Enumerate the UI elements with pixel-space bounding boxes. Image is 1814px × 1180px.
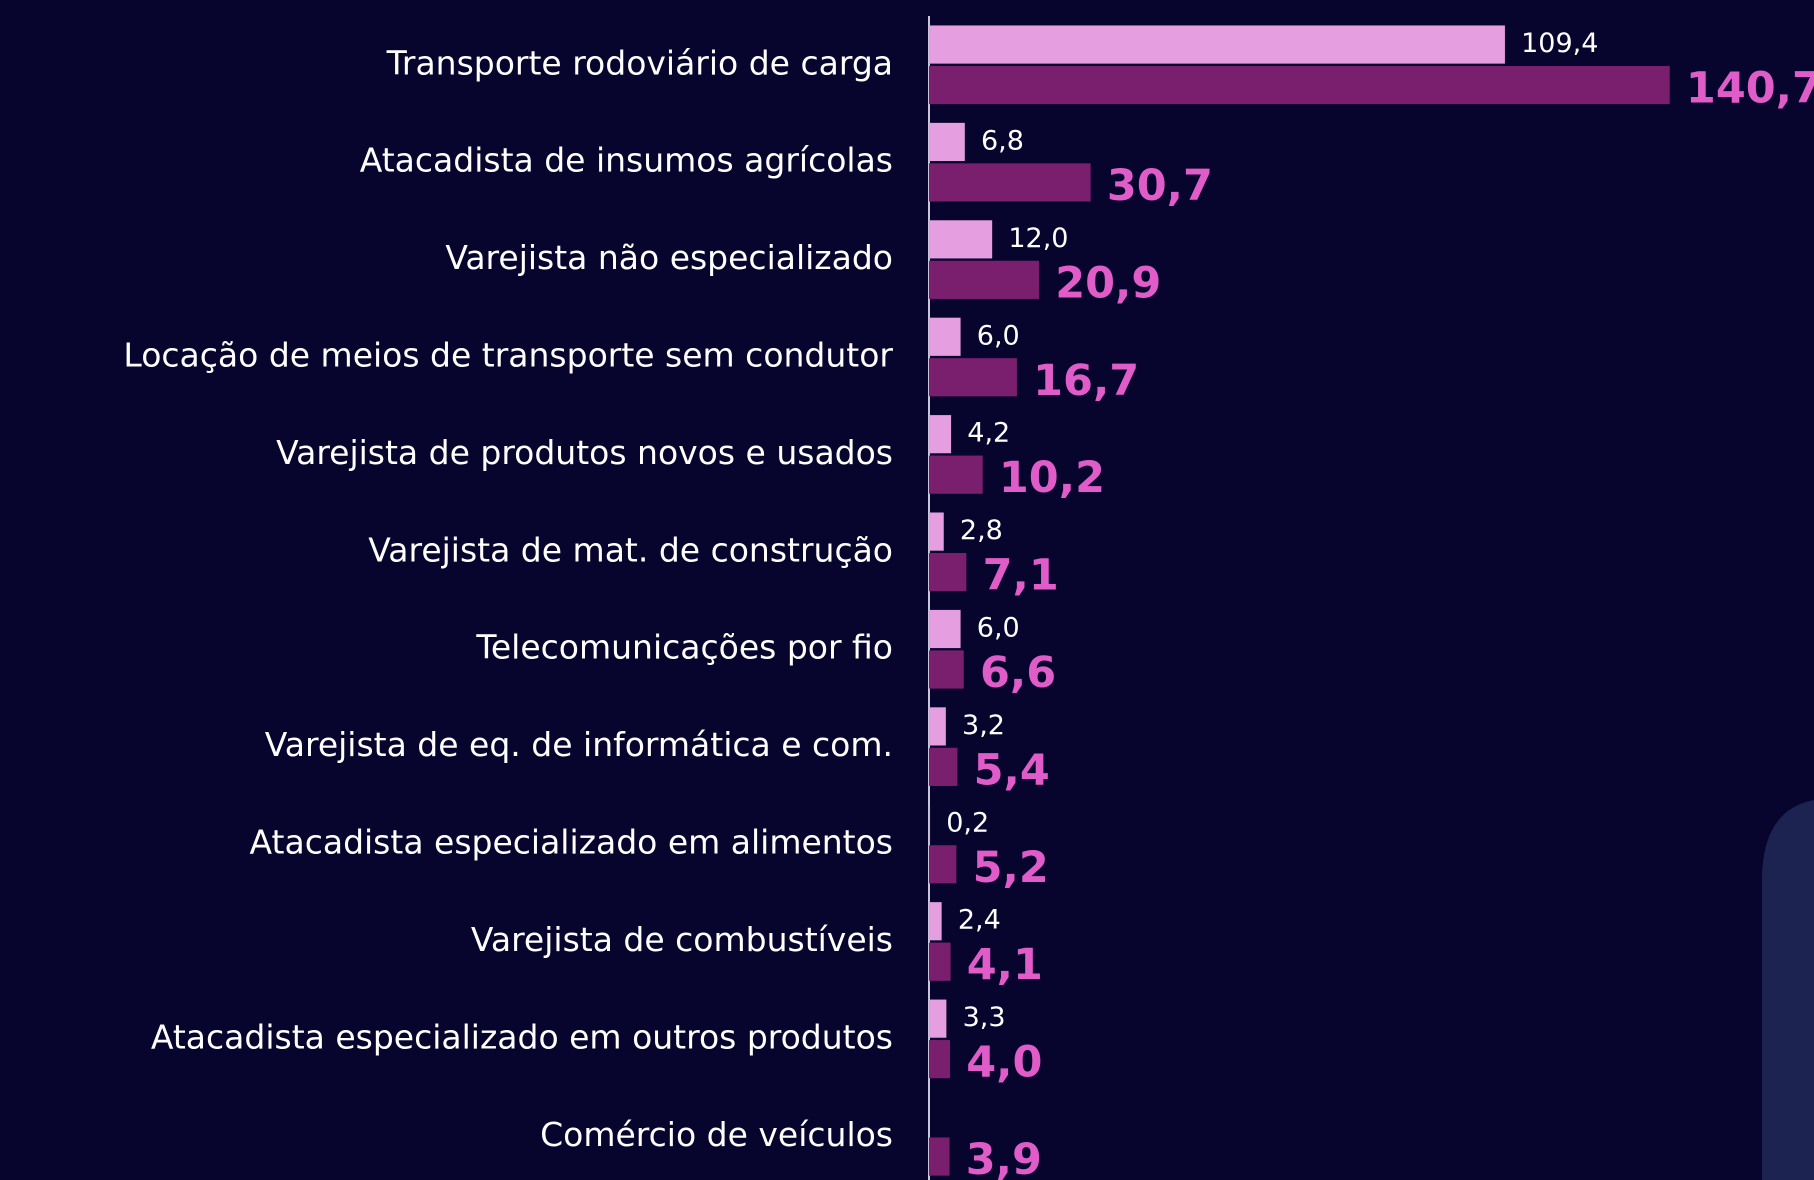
bar [929, 942, 951, 981]
value-label: 7,1 [983, 551, 1059, 601]
value-label: 2,8 [960, 515, 1003, 546]
value-label: 20,9 [1055, 258, 1161, 308]
category-label: Transporte rodoviário de carga [386, 43, 893, 82]
bar [929, 609, 961, 649]
bar [929, 804, 931, 843]
bar [929, 220, 993, 259]
category-label: Varejista de mat. de construção [368, 530, 893, 569]
bar [929, 25, 1505, 64]
value-label: 4,0 [966, 1038, 1042, 1088]
category-label: Atacadista especializado em alimentos [250, 823, 893, 862]
bar [929, 65, 1670, 105]
bar [929, 747, 958, 786]
value-label: 6,0 [977, 612, 1020, 643]
bar [929, 999, 947, 1038]
category-label: Telecomunicações por fio [475, 628, 893, 667]
value-label: 3,3 [963, 1002, 1006, 1033]
bar [929, 163, 1091, 202]
category-label: Locação de meios de transporte sem condu… [123, 336, 893, 375]
bar [929, 902, 942, 941]
bar [929, 415, 952, 454]
bar [929, 1137, 950, 1176]
bar [929, 260, 1040, 299]
category-label: Comércio de veículos [540, 1115, 893, 1154]
value-label: 6,6 [980, 648, 1056, 698]
bar [929, 707, 946, 746]
value-label: 2,4 [958, 905, 1001, 936]
bar [929, 845, 957, 884]
value-label: 140,7 [1686, 64, 1814, 114]
value-label: 4,2 [967, 418, 1010, 449]
bar [929, 317, 961, 356]
bar [929, 650, 964, 689]
category-label: Atacadista especializado em outros produ… [151, 1017, 893, 1056]
value-label: 30,7 [1107, 161, 1213, 211]
value-label: 6,0 [977, 320, 1020, 351]
category-label: Varejista não especializado [445, 238, 893, 277]
category-label: Varejista de eq. de informática e com. [265, 725, 893, 764]
category-label: Atacadista de insumos agrícolas [360, 141, 893, 180]
bar [929, 358, 1017, 397]
bar [929, 455, 983, 494]
bar [929, 122, 965, 162]
value-label: 109,4 [1521, 28, 1598, 59]
value-label: 0,2 [946, 807, 989, 838]
bar [929, 1040, 951, 1079]
value-label: 10,2 [999, 453, 1105, 503]
bar [929, 512, 944, 551]
value-label: 6,8 [981, 125, 1024, 156]
value-label: 5,4 [974, 745, 1050, 795]
category-label: Varejista de combustíveis [471, 920, 893, 959]
value-label: 4,1 [967, 940, 1043, 990]
bar [929, 552, 967, 592]
category-label: Varejista de produtos novos e usados [276, 433, 893, 472]
value-label: 16,7 [1033, 356, 1139, 406]
value-label: 3,2 [962, 710, 1005, 741]
value-label: 3,9 [966, 1135, 1042, 1180]
decoration [1762, 800, 1814, 1180]
value-label: 5,2 [973, 843, 1049, 893]
value-label: 12,0 [1008, 223, 1068, 254]
